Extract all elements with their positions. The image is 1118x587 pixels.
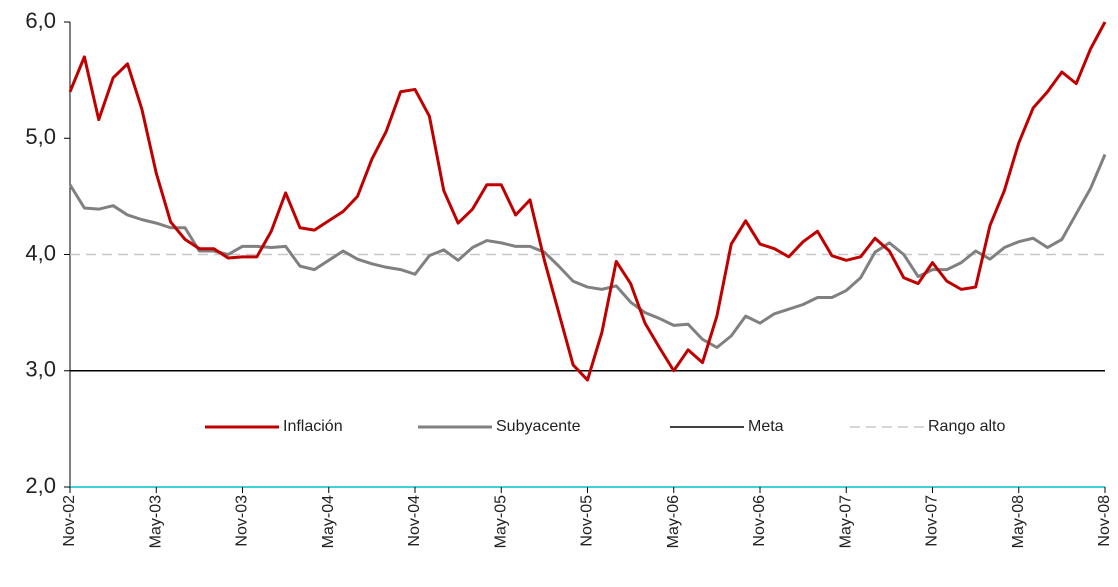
x-tick-label: May-07 <box>837 495 854 548</box>
x-tick-label: May-05 <box>492 495 509 548</box>
series-line <box>68 153 1107 349</box>
legend-label: Rango alto <box>928 418 1005 435</box>
series-line <box>68 21 1107 382</box>
x-tick-label: May-04 <box>320 495 337 548</box>
x-tick-label: Nov-07 <box>924 495 941 547</box>
y-tick-label: 3,0 <box>25 357 56 382</box>
x-tick-label: Nov-05 <box>579 495 596 547</box>
x-tick-label: Nov-06 <box>751 495 768 547</box>
y-tick-label: 6,0 <box>25 8 56 33</box>
y-tick-label: 2,0 <box>25 473 56 498</box>
legend: Inflación Subyacente Meta Rango alto <box>205 418 1005 435</box>
y-tick-label: 5,0 <box>25 124 56 149</box>
legend-label: Inflación <box>283 418 343 435</box>
legend-label: Subyacente <box>496 418 581 435</box>
x-tick-label: Nov-04 <box>406 495 423 547</box>
x-tick-label: May-08 <box>1010 495 1027 548</box>
y-tick-label: 4,0 <box>25 240 56 265</box>
legend-label: Meta <box>748 418 784 435</box>
x-tick-label: Nov-03 <box>234 495 251 547</box>
x-tick-label: May-03 <box>147 495 164 548</box>
x-tick-label: Nov-08 <box>1096 495 1113 547</box>
x-tick-label: May-06 <box>665 495 682 548</box>
x-tick-label: Nov-02 <box>61 495 78 547</box>
